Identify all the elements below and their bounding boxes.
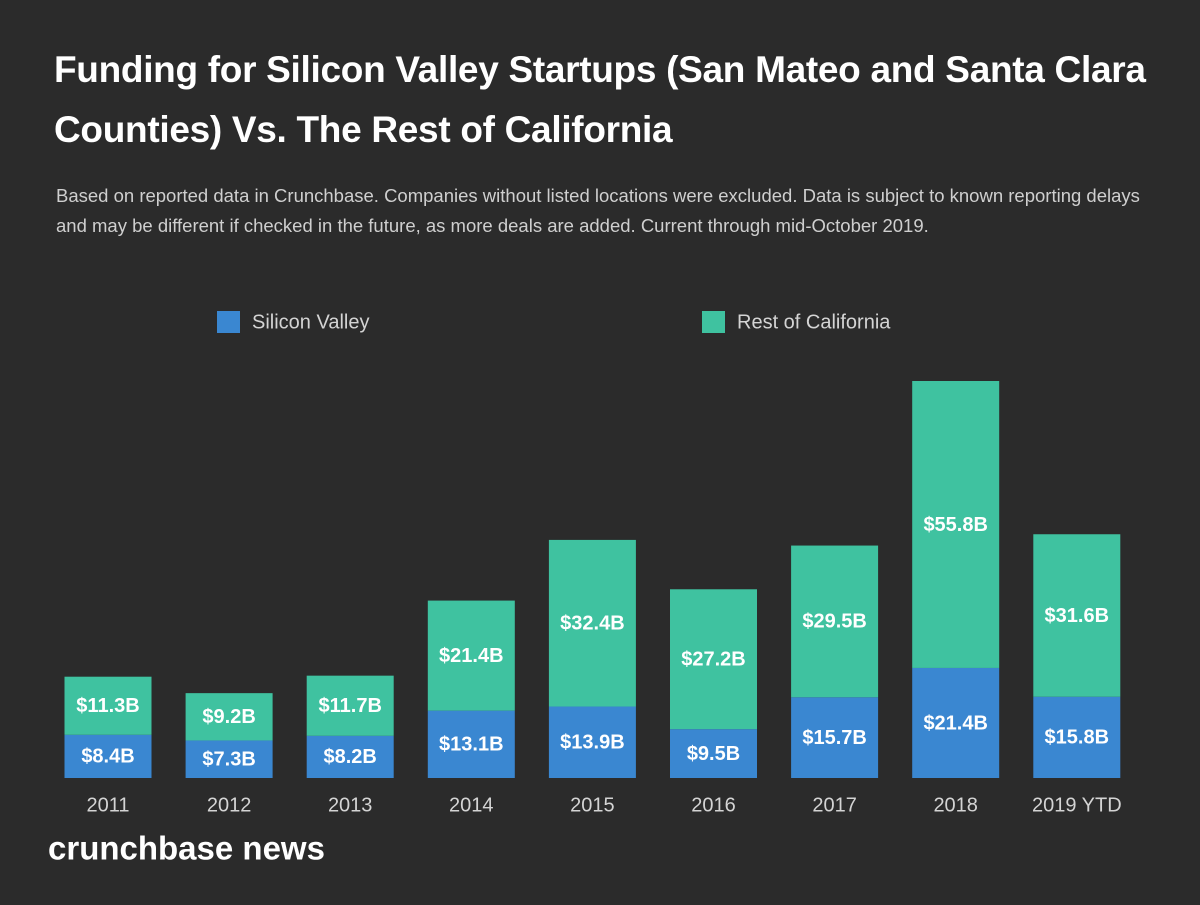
bar-segment: [912, 381, 1000, 668]
bar-segment: [791, 697, 879, 778]
value-label: $55.8B: [923, 514, 988, 536]
bar-segment: [306, 735, 394, 778]
value-label: $32.4B: [560, 612, 625, 634]
value-label: $21.4B: [439, 645, 504, 667]
legend-label: Rest of California: [737, 311, 891, 333]
bar-segment: [791, 545, 879, 698]
value-label: $31.6B: [1045, 605, 1110, 627]
x-tick-label: 2017: [812, 794, 857, 816]
value-label: $11.3B: [76, 695, 139, 717]
value-label: $27.2B: [681, 648, 746, 670]
value-label: $11.7B: [319, 695, 382, 717]
value-label: $15.7B: [802, 727, 867, 749]
bar-segment: [427, 600, 515, 711]
bar-segment: [548, 706, 636, 778]
x-tick-label: 2014: [449, 794, 494, 816]
value-label: $29.5B: [802, 611, 867, 633]
x-tick-label: 2018: [933, 794, 978, 816]
chart-subtitle: Based on reported data in Crunchbase. Co…: [56, 185, 1140, 236]
value-label: $15.8B: [1045, 727, 1110, 749]
bar-segment: [306, 675, 394, 736]
value-label: $9.2B: [202, 706, 255, 728]
x-tick-label: 2012: [207, 794, 252, 816]
bar-segment: [185, 740, 273, 778]
value-label: $13.1B: [439, 734, 504, 756]
value-label: $13.9B: [560, 732, 625, 754]
legend-label: Silicon Valley: [252, 311, 369, 333]
value-label: $21.4B: [923, 712, 988, 734]
x-tick-label: 2019 YTD: [1032, 794, 1122, 816]
bar-segment: [912, 667, 1000, 778]
x-tick-label: 2011: [86, 794, 129, 816]
bar-segment: [185, 693, 273, 741]
value-label: $9.5B: [687, 743, 740, 765]
value-label: $8.2B: [324, 746, 377, 768]
bar-segment: [64, 734, 152, 778]
bar-segment: [1033, 534, 1121, 697]
source-logo: crunchbase news: [48, 830, 325, 867]
x-tick-label: 2015: [570, 794, 615, 816]
value-label: $7.3B: [202, 749, 255, 771]
bar-segment: [548, 539, 636, 707]
x-tick-label: 2013: [328, 794, 373, 816]
bar-segment: [670, 729, 757, 778]
bar-segment: [670, 589, 757, 730]
value-label: $8.4B: [81, 746, 134, 768]
x-tick-label: 2016: [691, 794, 736, 816]
bar-segment: [427, 710, 515, 778]
bar-segment: [64, 676, 152, 735]
legend-swatch: [702, 311, 725, 333]
legend-swatch: [217, 311, 240, 333]
bar-segment: [1033, 696, 1121, 778]
chart-title: Funding for Silicon Valley Startups (San…: [54, 49, 1146, 150]
